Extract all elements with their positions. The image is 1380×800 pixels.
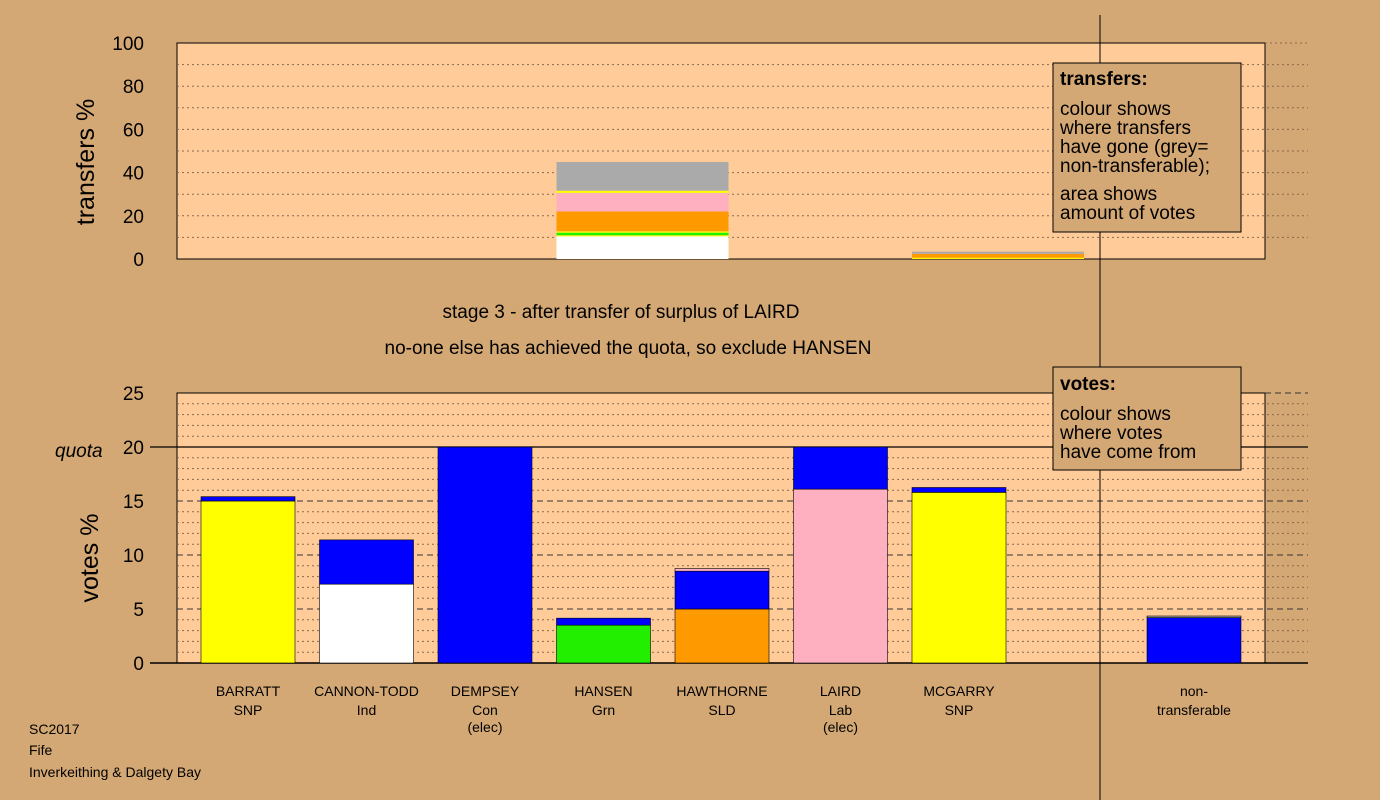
candidate-name: BARRATT: [216, 683, 281, 699]
candidate-name: HANSEN: [574, 683, 632, 699]
votes-legend-line: where votes: [1059, 423, 1162, 444]
vote-segment-Con: [437, 446, 533, 664]
y-tick-label: 15: [123, 492, 144, 513]
vote-segment-non_transferable: [1146, 615, 1242, 618]
footer-election: SC2017: [29, 721, 80, 737]
transfer-segment-non_transferable: [912, 251, 1084, 254]
y-tick-label: 60: [123, 120, 144, 141]
vote-segment-SNP: [911, 492, 1007, 664]
y-tick-label: 20: [123, 207, 144, 228]
footer-ward: Inverkeithing & Dalgety Bay: [29, 764, 201, 780]
votes-y-ticks: 0 5 10 15 20 25: [123, 384, 144, 675]
transfers-y-ticks: 0 20 40 60 80 100: [112, 34, 144, 271]
transfer-segment-Ind: [556, 236, 729, 259]
votes-panel: 0 5 10 15 20 25 BARRATT SNP CANNON-TODD Ind DEMPS…: [55, 384, 1308, 735]
transfer-segment-SNP: [556, 190, 729, 193]
votes-legend-line: colour shows: [1060, 404, 1171, 425]
y-tick-label: 25: [123, 384, 144, 405]
votes-legend: votes: colour shows where votes have com…: [1052, 366, 1242, 471]
transfer-segment-SNP: [556, 231, 729, 233]
vote-segment-Con: [556, 617, 651, 626]
y-tick-label: 0: [133, 654, 144, 675]
candidate-party: Con: [472, 702, 498, 718]
transfer-segment-Grn: [556, 232, 729, 236]
y-tick-label: 10: [123, 546, 144, 567]
transfers-legend-line: where transfers: [1059, 118, 1191, 139]
transfers-legend-line: have gone (grey=: [1060, 137, 1208, 158]
candidate-name: MCGARRY: [923, 683, 995, 699]
vote-segment-Con: [911, 487, 1007, 493]
votes-bars: [200, 446, 1242, 664]
candidate-party: transferable: [1157, 702, 1231, 718]
transfer-segment-SNP: [912, 257, 1084, 259]
quota-label: quota: [55, 441, 103, 462]
vote-segment-Con: [1146, 617, 1242, 664]
candidate-name: DEMPSEY: [451, 683, 520, 699]
transfers-legend-line: colour shows: [1060, 99, 1171, 120]
vote-segment-SLD: [674, 608, 770, 664]
y-tick-label: 40: [123, 164, 144, 185]
y-tick-label: 100: [112, 34, 144, 55]
candidate-name: non-: [1180, 683, 1208, 699]
y-tick-label: 5: [133, 600, 144, 621]
transfers-legend-line: area shows: [1060, 184, 1157, 205]
candidate-party: Grn: [592, 702, 615, 718]
vote-segment-Con: [319, 539, 414, 585]
transfer-segment-SLD: [912, 253, 1084, 258]
transfer-segment-SLD: [556, 211, 729, 232]
vote-segment-Con: [793, 446, 888, 490]
transfers-y-axis-title: transfers %: [72, 99, 100, 225]
candidate-status: (elec): [467, 719, 502, 735]
vote-segment-Con: [674, 570, 770, 610]
candidate-name: HAWTHORNE: [676, 683, 767, 699]
candidate-name: CANNON-TODD: [314, 683, 419, 699]
transfer-segment-SNP: [556, 235, 729, 237]
stage-description: stage 3 - after transfer of surplus of L…: [443, 302, 800, 323]
candidate-name: LAIRD: [820, 683, 861, 699]
vote-segment-Con: [200, 496, 296, 502]
vote-segment-Lab: [674, 568, 770, 572]
votes-legend-line: have come from: [1060, 442, 1196, 463]
candidate-party: Ind: [357, 702, 376, 718]
transfer-segment-Lab: [556, 192, 729, 212]
vote-segment-Lab: [793, 488, 888, 664]
votes-y-axis-title: votes %: [76, 514, 104, 603]
y-tick-label: 20: [123, 438, 144, 459]
transfers-gridlines: [177, 42, 1308, 238]
transfers-legend: transfers: colour shows where transfers …: [1052, 62, 1242, 233]
votes-legend-box: [1052, 366, 1242, 471]
transfer-segment-non_transferable: [556, 162, 729, 191]
candidate-status: (elec): [823, 719, 858, 735]
candidate-party: SNP: [234, 702, 263, 718]
candidate-party: SNP: [945, 702, 974, 718]
transfers-legend-box: [1052, 62, 1242, 233]
vote-segment-Grn: [556, 624, 651, 664]
stage-action: no-one else has achieved the quota, so e…: [385, 338, 872, 359]
transfers-legend-line: non-transferable);: [1060, 156, 1210, 177]
y-tick-label: 0: [133, 250, 144, 271]
vote-segment-SNP: [200, 500, 296, 664]
votes-legend-title: votes:: [1060, 374, 1116, 395]
candidate-party: SLD: [708, 702, 735, 718]
transfers-legend-line: amount of votes: [1060, 203, 1195, 224]
transfers-legend-title: transfers:: [1060, 69, 1148, 90]
y-tick-label: 80: [123, 77, 144, 98]
candidate-party: Lab: [829, 702, 853, 718]
footer-council: Fife: [29, 742, 53, 758]
transfers-bars: [556, 162, 1084, 259]
vote-segment-Ind: [319, 583, 414, 664]
candidate-labels: BARRATTSNPCANNON-TODDIndDEMPSEYCon(elec)…: [216, 683, 1231, 735]
